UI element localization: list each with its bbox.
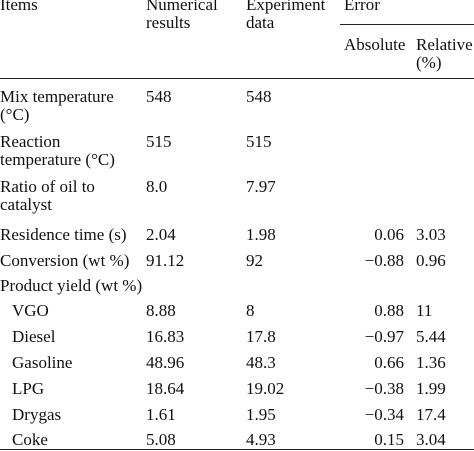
cell: Gasoline: [12, 353, 73, 372]
cell: −0.88: [364, 251, 404, 270]
cell: 1.95: [246, 405, 276, 424]
cell: 7.97: [246, 177, 276, 196]
cell: 8: [246, 301, 255, 320]
cell: 0.66: [374, 353, 404, 372]
cell: 48.3: [246, 353, 276, 372]
header-cell: Error: [344, 0, 380, 14]
cell: VGO: [12, 301, 49, 320]
cell: LPG: [12, 379, 45, 398]
cell: Residence time (s): [0, 225, 127, 244]
cell: 91.12: [146, 251, 185, 270]
cell: 8.88: [146, 301, 176, 320]
rule: [0, 78, 474, 79]
cell: 18.64: [146, 379, 185, 398]
cell: 8.0: [146, 177, 168, 196]
cell: 2.04: [146, 225, 176, 244]
rule: [0, 449, 474, 450]
cell: 11: [416, 301, 433, 320]
header-cell: Relative (%): [416, 35, 473, 72]
cell: 515: [146, 132, 172, 151]
cell: 5.44: [416, 327, 446, 346]
cell: 1.61: [146, 405, 176, 424]
cell: −0.34: [364, 405, 404, 424]
cell: 1.98: [246, 225, 276, 244]
cell: Diesel: [12, 327, 56, 346]
cell: 16.83: [146, 327, 185, 346]
cell: Conversion (wt %): [0, 251, 130, 270]
cell: Coke: [12, 430, 48, 449]
cell: 17.8: [246, 327, 276, 346]
cell: 4.93: [246, 430, 276, 449]
cell: 548: [246, 87, 272, 106]
cell: 548: [146, 87, 172, 106]
cell: 1.99: [416, 379, 446, 398]
cell: 0.06: [374, 225, 404, 244]
header-cell: Numerical results: [146, 0, 218, 32]
header-cell: Experiment data: [246, 0, 326, 32]
cell: 19.02: [246, 379, 285, 398]
cell: 0.88: [374, 301, 404, 320]
cell: −0.38: [364, 379, 404, 398]
cell: 3.04: [416, 430, 446, 449]
cell: 1.36: [416, 353, 446, 372]
cell: 17.4: [416, 405, 446, 424]
cell: 515: [246, 132, 272, 151]
cell: Mix temperature (°C): [0, 87, 114, 124]
cell: 5.08: [146, 430, 176, 449]
header-cell: Items: [0, 0, 38, 14]
cell: 48.96: [146, 353, 185, 372]
cell: 0.15: [374, 430, 404, 449]
cell: 0.96: [416, 251, 446, 270]
cell: Ratio of oil to catalyst: [0, 177, 95, 214]
cell: −0.97: [364, 327, 404, 346]
cell: Drygas: [12, 405, 62, 424]
cell: 3.03: [416, 225, 446, 244]
header-cell: Absolute: [344, 35, 406, 54]
rule: [340, 24, 474, 25]
cell: 92: [246, 251, 263, 270]
cell: Reaction temperature (°C): [0, 132, 115, 169]
cell: Product yield (wt %): [0, 276, 143, 295]
